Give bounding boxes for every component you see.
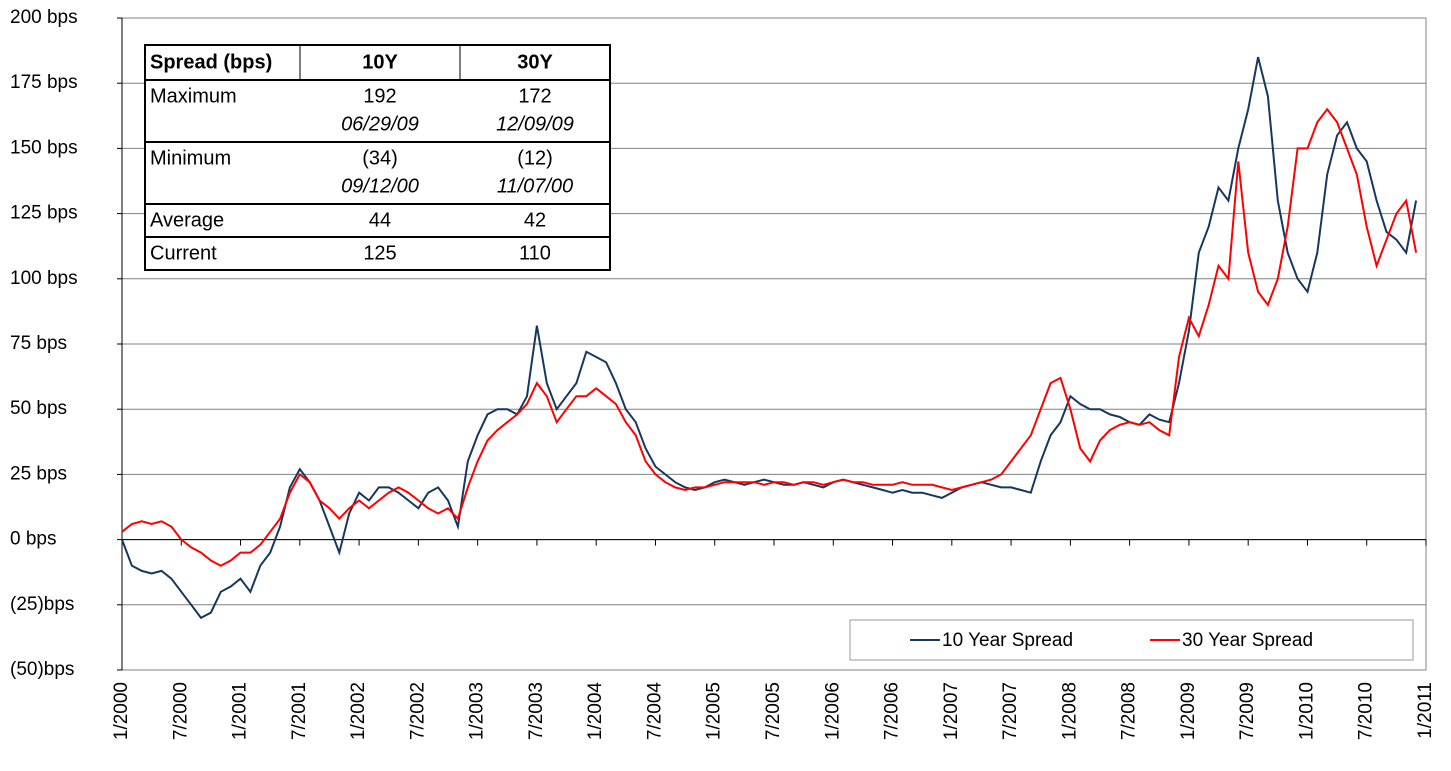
y-tick-label: (50)bps bbox=[10, 659, 74, 680]
y-tick-label: 100 bps bbox=[10, 268, 78, 289]
legend-label: 10 Year Spread bbox=[942, 630, 1073, 651]
table-box bbox=[144, 44, 611, 271]
x-tick-label: 1/2007 bbox=[941, 682, 962, 740]
x-tick-label: 7/2000 bbox=[170, 682, 191, 740]
x-tick-label: 7/2008 bbox=[1119, 682, 1140, 740]
table-cell: 172 bbox=[518, 85, 551, 107]
x-tick-label: 7/2003 bbox=[526, 682, 547, 740]
x-tick-label: 1/2002 bbox=[348, 682, 369, 740]
x-tick-label: 1/2000 bbox=[111, 682, 132, 740]
x-tick-label: 1/2008 bbox=[1059, 682, 1080, 740]
table-header: 30Y bbox=[517, 51, 553, 73]
table-row-label: Minimum bbox=[150, 147, 231, 169]
x-tick-label: 7/2005 bbox=[763, 682, 784, 740]
x-tick-label: 7/2002 bbox=[407, 682, 428, 740]
table-row-label: Average bbox=[150, 209, 224, 231]
x-tick-label: 1/2005 bbox=[704, 682, 725, 740]
legend-box bbox=[849, 619, 1414, 661]
y-tick-label: 50 bps bbox=[10, 398, 67, 419]
x-tick-label: 1/2010 bbox=[1296, 682, 1317, 740]
x-tick-label: 1/2009 bbox=[1178, 682, 1199, 740]
x-tick-label: 7/2010 bbox=[1356, 682, 1377, 740]
y-tick-label: 150 bps bbox=[10, 137, 78, 158]
y-tick-label: 200 bps bbox=[10, 7, 78, 28]
y-tick-label: 75 bps bbox=[10, 333, 67, 354]
y-tick-label: (25)bps bbox=[10, 594, 74, 615]
series-line bbox=[121, 107, 1418, 567]
table-cell: 110 bbox=[519, 242, 551, 264]
x-tick-label: 7/2007 bbox=[1000, 682, 1021, 740]
table-cell: 44 bbox=[369, 209, 391, 231]
table-date: 09/12/00 bbox=[341, 175, 419, 197]
x-tick-label: 1/2003 bbox=[467, 682, 488, 740]
table-header: Spread (bps) bbox=[150, 51, 272, 73]
y-tick-label: 175 bps bbox=[10, 72, 78, 93]
table-cell: 125 bbox=[363, 242, 396, 264]
x-tick-label: 7/2009 bbox=[1237, 682, 1258, 740]
x-tick-label: 7/2001 bbox=[289, 682, 310, 740]
x-tick-label: 1/2001 bbox=[230, 682, 251, 740]
table-cell: (12) bbox=[517, 147, 553, 169]
table-cell: 42 bbox=[524, 209, 546, 231]
y-tick-label: 25 bps bbox=[10, 463, 67, 484]
legend-label: 30 Year Spread bbox=[1182, 630, 1313, 651]
table-row-label: Maximum bbox=[150, 85, 237, 107]
table-header: 10Y bbox=[362, 51, 398, 73]
x-tick-label: 1/2006 bbox=[822, 682, 843, 740]
table-date: 11/07/00 bbox=[497, 175, 573, 197]
x-tick-label: 7/2004 bbox=[644, 682, 665, 741]
x-tick-label: 1/2004 bbox=[585, 682, 606, 741]
x-tick-label: 1/2011 bbox=[1415, 682, 1436, 739]
table-date: 12/09/09 bbox=[496, 113, 574, 135]
table-cell: (34) bbox=[362, 147, 398, 169]
series-line bbox=[121, 56, 1418, 620]
table-row-label: Current bbox=[150, 242, 217, 264]
x-tick-label: 7/2006 bbox=[882, 682, 903, 740]
table-date: 06/29/09 bbox=[341, 113, 419, 135]
y-tick-label: 125 bps bbox=[10, 203, 78, 224]
y-tick-label: 0 bps bbox=[10, 529, 56, 550]
table-cell: 192 bbox=[363, 85, 396, 107]
